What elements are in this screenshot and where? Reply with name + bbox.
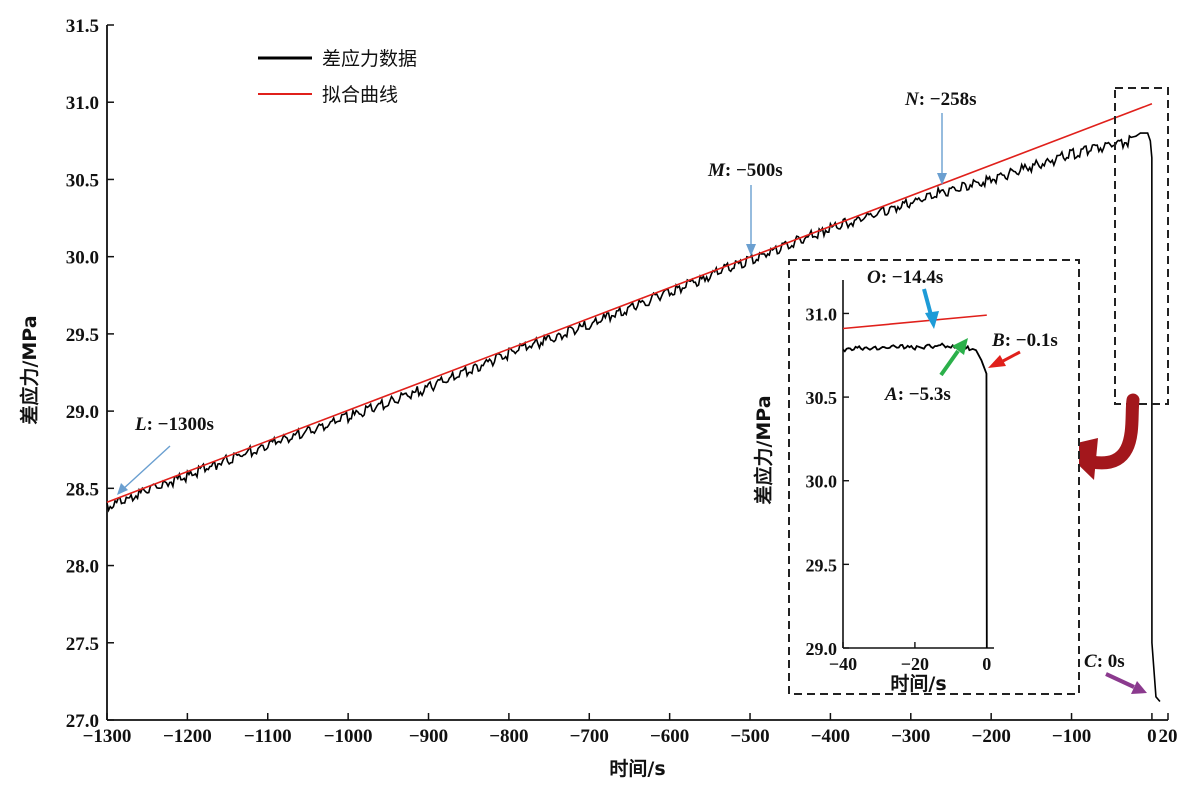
x-tick-label: −1200 [163, 726, 212, 747]
series-line-data [106, 132, 1161, 702]
x-axis-title: 时间/s [609, 758, 665, 780]
x-tick-label: −500 [730, 726, 769, 747]
inset-y-tick-label: 29.5 [806, 555, 838, 575]
zoom-region-box [1114, 87, 1169, 405]
annotation-C-letter: C [1084, 651, 1097, 672]
inset-axes: −40 −20 0 29.0 29.5 30.0 30.5 31.0 时间/s 差应力/MPa [752, 280, 994, 695]
y-tick-label: 30.0 [66, 248, 99, 269]
annotation-O: O: −14.4s [867, 267, 943, 329]
annotation-N-text: : −258s [919, 89, 977, 110]
inset-y-axis-title: 差应力/MPa [752, 395, 775, 504]
svg-text:A: −5.3s: A: −5.3s [884, 384, 951, 405]
main-axes: −1300 −1200 −1100 −1000 −900 −800 −700 −600 −500… [18, 16, 1178, 780]
y-tick-label: 27.0 [66, 711, 99, 732]
x-tick-label: −1000 [324, 726, 373, 747]
annotation-M-text: : −500s [725, 160, 783, 181]
legend: 差应力数据 拟合曲线 [258, 48, 417, 106]
annotation-L: L: −1300s [117, 414, 214, 495]
inset-y-tick-label: 30.5 [806, 388, 838, 408]
annotation-C: C: 0s [1084, 651, 1147, 694]
inset-y-tick-label: 30.0 [806, 472, 838, 492]
inset-y-tick-label: 29.0 [806, 639, 838, 659]
annotation-N-letter: N [904, 89, 920, 110]
x-tick-label: −800 [489, 726, 528, 747]
annotation-B-arrow [1002, 350, 1021, 363]
annotation-O-arrow [922, 288, 933, 316]
annotation-O-arrowhead [925, 311, 939, 329]
annotation-B-letter: B [991, 330, 1005, 351]
annotation-B-arrowhead [988, 355, 1006, 368]
y-tick-label: 29.0 [66, 402, 99, 423]
inset-x-tick-label: −20 [901, 654, 929, 674]
annotation-O-letter: O [867, 267, 881, 288]
annotation-B-text: : −0.1s [1005, 330, 1058, 351]
annotation-B: B: −0.1s [988, 330, 1058, 368]
annotation-L-letter: L [134, 414, 147, 435]
x-tick-label: 20 [1159, 726, 1178, 747]
y-tick-label: 28.0 [66, 557, 99, 578]
y-tick-label: 27.5 [66, 634, 99, 655]
annotation-N: N: −258s [904, 89, 977, 185]
svg-text:L: −1300s: L: −1300s [134, 414, 214, 435]
inset-x-tick-label: −40 [829, 654, 857, 674]
annotation-A-letter: A [884, 384, 898, 405]
legend-label-data: 差应力数据 [322, 48, 417, 70]
main-plot-area [106, 103, 1161, 702]
annotation-A-arrowhead [952, 338, 968, 355]
annotation-C-arrow [1105, 672, 1135, 689]
y-tick-label: 31.0 [66, 93, 99, 114]
inset-x-tick-label: 0 [982, 654, 991, 674]
annotation-M-letter: M [707, 160, 726, 181]
annotation-A: A: −5.3s [884, 338, 968, 405]
annotation-O-text: : −14.4s [881, 267, 944, 288]
y-axis-title: 差应力/MPa [18, 315, 41, 424]
svg-text:M: −500s: M: −500s [707, 160, 783, 181]
y-tick-label: 30.5 [66, 170, 99, 191]
annotation-L-text: : −1300s [147, 414, 214, 435]
x-tick-label: −400 [811, 726, 850, 747]
inset-series-line-fit [842, 314, 987, 330]
x-tick-label: −100 [1052, 726, 1091, 747]
annotation-C-text: : 0s [1097, 651, 1125, 672]
curved-arrow-body [1085, 393, 1140, 470]
main-annotations: L: −1300s M: −500s N: −258s C: 0s [117, 89, 1147, 694]
series-line-fit [106, 103, 1153, 503]
annotation-N-arrowhead [937, 173, 947, 185]
annotation-L-arrowhead [117, 483, 128, 495]
x-tick-label: −600 [650, 726, 689, 747]
y-tick-label: 28.5 [66, 479, 99, 500]
inset-box [788, 259, 1080, 695]
x-tick-label: −1100 [244, 726, 292, 747]
annotation-C-arrowhead [1131, 681, 1147, 694]
inset-x-axis-title: 时间/s [890, 673, 946, 695]
y-tick-label: 29.5 [66, 325, 99, 346]
x-tick-label: −700 [570, 726, 609, 747]
svg-text:O: −14.4s: O: −14.4s [867, 267, 943, 288]
x-tick-label: −200 [972, 726, 1011, 747]
annotation-M-arrowhead [746, 244, 756, 256]
inset-annotations: O: −14.4s A: −5.3s B: −0.1s [867, 267, 1058, 405]
x-tick-label: 0 [1147, 726, 1157, 747]
legend-label-fit: 拟合曲线 [322, 84, 398, 106]
annotation-L-arrow [121, 445, 171, 491]
x-tick-label: −1300 [83, 726, 132, 747]
annotation-M: M: −500s [707, 160, 783, 256]
svg-text:B: −0.1s: B: −0.1s [991, 330, 1058, 351]
x-tick-label: −900 [409, 726, 448, 747]
svg-text:C: 0s: C: 0s [1084, 651, 1125, 672]
y-tick-label: 31.5 [66, 16, 99, 37]
inset-y-tick-label: 31.0 [806, 304, 838, 324]
annotation-A-text: : −5.3s [898, 384, 951, 405]
annotation-A-arrow [939, 349, 960, 377]
x-tick-label: −300 [891, 726, 930, 747]
svg-text:N: −258s: N: −258s [904, 89, 977, 110]
